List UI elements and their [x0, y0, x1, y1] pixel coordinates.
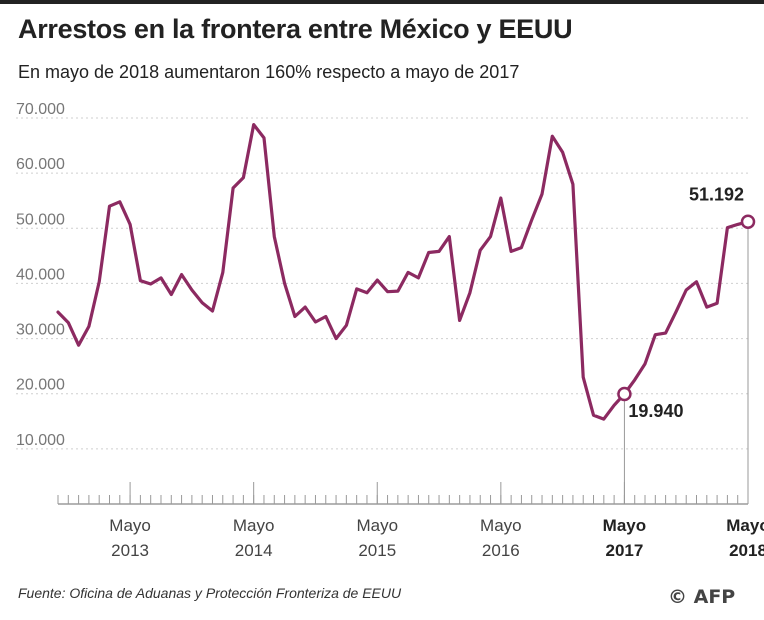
afp-logo-text: AFP — [693, 586, 736, 608]
top-bar — [0, 0, 764, 4]
series-line — [56, 123, 750, 421]
y-tick-label: 20.000 — [16, 377, 65, 394]
y-axis-labels: 10.000 20.000 30.000 40.000 50.000 60.000 70.0… — [16, 101, 65, 449]
x-tick-label-month: Mayo — [356, 516, 398, 535]
x-tick-label-year: 2018 — [729, 541, 764, 560]
x-tick-label-year: 2016 — [482, 541, 520, 560]
y-tick-label: 50.000 — [16, 211, 65, 228]
x-tick-label-year: 2014 — [235, 541, 273, 560]
copyright-symbol: © — [668, 586, 687, 608]
x-tick-label-month: Mayo — [603, 516, 646, 535]
x-tick-label-year: 2013 — [111, 541, 149, 560]
x-tick-label-month: Mayo — [480, 516, 522, 535]
annotation-marker — [740, 214, 756, 229]
y-tick-label: 70.000 — [16, 101, 65, 118]
y-tick-label: 60.000 — [16, 156, 65, 173]
afp-logo: © AFP — [668, 586, 735, 608]
y-tick-label: 30.000 — [16, 322, 65, 339]
annotation-marker — [617, 386, 632, 402]
line-chart: 10.000 20.000 30.000 40.000 50.000 60.000 70.0… — [16, 101, 764, 560]
source-note: Fuente: Oficina de Aduanas y Protección … — [18, 585, 402, 601]
x-tick-label-month: Mayo — [233, 516, 275, 535]
annotation-markers — [617, 214, 756, 402]
x-axis-labels: Mayo 2013 Mayo 2014 Mayo 2015 Mayo 2016 Mayo 2017… — [109, 516, 764, 560]
x-tick-label-year: 2017 — [606, 541, 644, 560]
annotation-label: 51.192 — [689, 185, 744, 205]
annotation-label: 19.940 — [628, 401, 683, 421]
x-tick-label-year: 2015 — [358, 541, 396, 560]
annotation-labels: 19.940 51.192 — [628, 185, 744, 421]
x-axis — [57, 482, 749, 505]
x-tick-label-month: Mayo — [109, 516, 151, 535]
chart-title: Arrestos en la frontera entre México y E… — [18, 14, 573, 44]
y-tick-label: 10.000 — [16, 432, 65, 449]
annotation-leader-lines — [623, 221, 749, 504]
chart-subtitle: En mayo de 2018 aumentaron 160% respecto… — [18, 62, 520, 82]
x-tick-label-month: Mayo — [726, 516, 764, 535]
y-tick-label: 40.000 — [16, 266, 65, 283]
